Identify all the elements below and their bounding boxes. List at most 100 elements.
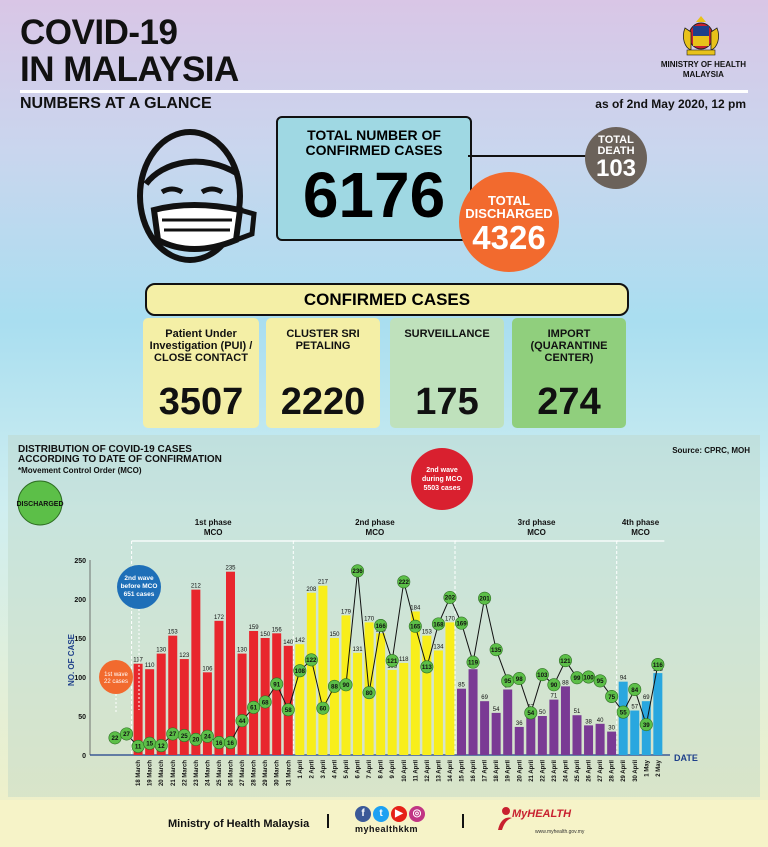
bar: [560, 686, 570, 755]
discharged-point: [616, 705, 630, 719]
category-label: SURVEILLANCE: [404, 328, 490, 340]
annotation-text: 5503 cases: [424, 485, 461, 492]
x-tick-label: 24 March: [205, 760, 211, 786]
youtube-icon[interactable]: ▶: [391, 806, 407, 822]
discharged-point-label: 165: [410, 624, 421, 631]
discharged-point-label: 90: [550, 682, 557, 689]
discharged-point-label: 168: [433, 621, 444, 628]
bar: [595, 723, 605, 755]
x-tick-label: 19 March: [148, 760, 154, 786]
discharged-point: [293, 664, 307, 678]
x-tick-label: 27 April: [598, 760, 604, 782]
bar: [179, 659, 189, 755]
discharged-point-label: 201: [479, 596, 490, 603]
y-axis-label: NO. OF CASE: [67, 633, 76, 686]
discharged-point: [397, 575, 411, 589]
bar: [433, 650, 443, 755]
discharged-point-label: 24: [204, 734, 211, 741]
total-death-label: TOTAL DEATH: [585, 135, 647, 157]
total-confirmed-label: TOTAL NUMBER OF CONFIRMED CASES: [278, 128, 470, 158]
bar-value-label: 130: [237, 648, 248, 654]
twitter-icon[interactable]: t: [373, 806, 389, 822]
facebook-icon[interactable]: f: [355, 806, 371, 822]
discharged-point-label: 90: [343, 682, 350, 689]
bar-value-label: 153: [422, 630, 433, 636]
bar: [353, 652, 363, 755]
category-label: CLUSTER SRI PETALING: [286, 328, 360, 352]
discharged-point-label: 11: [135, 744, 142, 751]
bar-value-label: 110: [145, 663, 155, 669]
bar-value-label: 140: [283, 640, 294, 646]
x-tick-label: 1 May: [644, 759, 650, 776]
x-tick-label: 25 April: [575, 760, 581, 782]
annotation-second-wave-during: [411, 448, 473, 510]
discharged-point: [247, 700, 261, 714]
x-tick-label: 21 April: [529, 760, 535, 782]
bar-value-label: 134: [433, 644, 444, 650]
total-discharged-value: 4326: [472, 219, 546, 256]
bar: [272, 633, 282, 755]
discharged-point: [235, 714, 249, 728]
phase-label: 4th phase: [622, 518, 660, 527]
x-tick-label: 8 April: [379, 760, 385, 779]
bar-value-label: 106: [202, 666, 213, 672]
annotation-text: 2nd wave: [426, 467, 458, 474]
bar: [202, 672, 212, 755]
bar-value-label: 40: [597, 718, 604, 724]
discharged-point: [420, 660, 434, 674]
bar: [445, 622, 455, 755]
bar: [410, 611, 420, 755]
discharged-point-label: 222: [399, 579, 410, 586]
total-confirmed-card: TOTAL NUMBER OF CONFIRMED CASES 6176: [276, 116, 472, 241]
bar: [572, 715, 582, 755]
discharged-point-label: 20: [192, 737, 199, 744]
x-tick-label: 25 March: [217, 760, 223, 786]
bar: [607, 731, 617, 755]
discharged-point: [316, 701, 330, 715]
total-discharged-label: TOTAL DISCHARGED: [459, 194, 559, 220]
y-tick-label: 0: [82, 753, 86, 760]
phase-label: MCO: [366, 528, 385, 537]
distribution-subtitle: *Movement Control Order (MCO): [18, 466, 142, 475]
discharged-point-label: 99: [574, 675, 581, 682]
discharged-point-label: 22: [112, 735, 119, 742]
x-tick-label: 26 April: [587, 760, 593, 782]
x-tick-label: 2 May: [656, 759, 662, 776]
bar: [249, 630, 259, 755]
discharged-point-label: 58: [285, 707, 292, 714]
annotation-first-wave: [99, 660, 133, 694]
legend-discharged-marker: [17, 480, 63, 526]
bar: [480, 701, 490, 755]
category-value: 2220: [280, 381, 366, 423]
x-tick-label: 18 March: [136, 760, 142, 786]
header-divider: [20, 90, 748, 93]
discharged-point-label: 166: [375, 623, 386, 630]
x-tick-label: 13 April: [436, 760, 442, 782]
title-line-1: COVID-19: [20, 13, 178, 52]
discharged-point: [304, 653, 318, 667]
x-tick-label: 3 April: [321, 760, 327, 779]
bar: [630, 710, 640, 755]
total-discharged-label-2: DISCHARGED: [465, 206, 553, 221]
annotation-text: 1st wave: [104, 672, 128, 678]
myhealth-brand: MyHEALTH: [512, 808, 572, 820]
bar-value-label: 71: [551, 694, 558, 700]
bar-value-label: 235: [225, 566, 236, 572]
bar: [653, 673, 663, 755]
x-tick-label: 20 April: [517, 760, 523, 782]
instagram-icon[interactable]: ◎: [409, 806, 425, 822]
total-confirmed-value: 6176: [302, 159, 446, 231]
discharged-point-label: 54: [527, 710, 534, 717]
phase-label: 1st phase: [195, 518, 232, 527]
total-discharged-badge: TOTAL DISCHARGED 4326: [459, 172, 559, 272]
x-tick-label: 1 April: [298, 760, 304, 779]
footer-ministry: Ministry of Health Malaysia: [168, 818, 310, 830]
annotation-second-wave-before: [117, 565, 161, 609]
x-tick-label: 20 March: [159, 760, 165, 786]
source-note: Source: CPRC, MOH: [672, 446, 750, 455]
confirmed-cases-heading: CONFIRMED CASES: [145, 283, 629, 316]
total-confirmed-label-1: TOTAL NUMBER OF: [307, 127, 441, 143]
discharged-point: [639, 718, 653, 732]
social-handle: myhealthkkm: [355, 824, 419, 834]
total-death-value: 103: [595, 155, 637, 182]
